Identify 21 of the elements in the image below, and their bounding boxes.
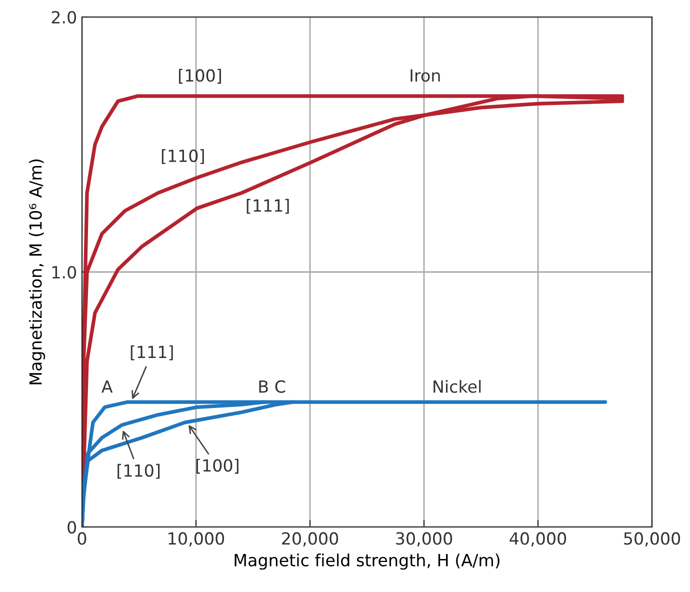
annotation: [110] xyxy=(162,149,204,164)
annotation: A xyxy=(102,380,113,393)
annotation: Nickel xyxy=(434,380,481,393)
annotation: [100] xyxy=(179,68,221,84)
annotation: [110] xyxy=(118,464,160,479)
y-axis-title: Magnetization, M (10⁶ A/m) xyxy=(28,160,46,384)
x-tick-label: 10,000 xyxy=(168,532,224,546)
annotation: [111] xyxy=(130,345,173,360)
y-tick-label: 0 xyxy=(68,520,76,534)
y-tick-label: 2.0 xyxy=(52,10,76,24)
annotation: [100] xyxy=(196,458,238,474)
x-tick-label: 40,000 xyxy=(510,532,566,546)
x-tick-label: 50,000 xyxy=(624,532,680,546)
x-axis-title: Magnetic field strength, H (A/m) xyxy=(234,554,500,570)
y-tick-label: 1.0 xyxy=(52,266,76,279)
x-tick-label: 0 xyxy=(78,532,86,545)
annotation: Iron xyxy=(410,69,440,82)
x-tick-label: 30,000 xyxy=(396,532,452,546)
x-tick-label: 20,000 xyxy=(282,532,338,546)
annotation: [111] xyxy=(246,198,289,214)
annotation: B C xyxy=(259,380,286,393)
